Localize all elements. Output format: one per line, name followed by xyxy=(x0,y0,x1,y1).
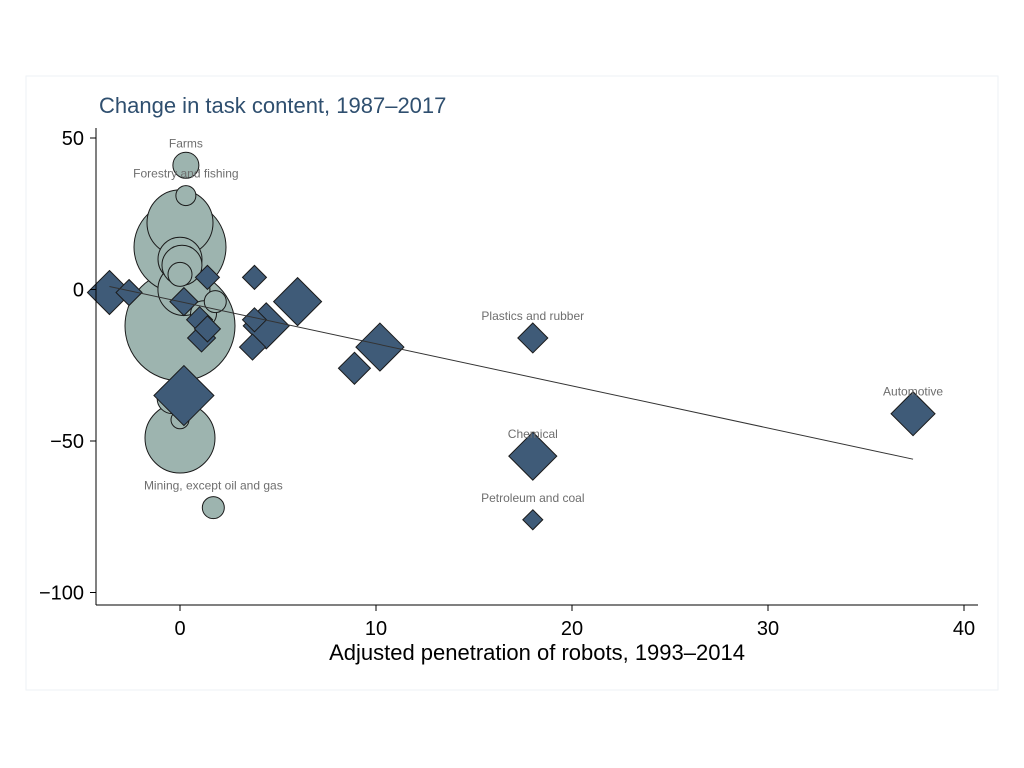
y-tick-label: 0 xyxy=(73,280,84,302)
point-label-plastics-and-rubber: Plastics and rubber xyxy=(481,309,584,323)
data-point-circle-0 xyxy=(172,151,200,179)
data-point-diamond-15 xyxy=(517,322,549,354)
point-label-mining-except-oil-and-gas: Mining, except oil and gas xyxy=(144,479,283,493)
point-label-farms: Farms xyxy=(169,136,203,150)
data-point-diamond-3 xyxy=(241,264,268,291)
series-diamonds xyxy=(86,264,936,531)
data-point-diamond-11 xyxy=(272,276,323,327)
point-labels: Farms Forestry and fishing Mining, except … xyxy=(133,136,943,505)
axes: 50 0 −50 −100 0 10 20 30 40 xyxy=(39,128,978,640)
point-label-automotive: Automotive xyxy=(883,385,943,399)
data-point-diamond-8 xyxy=(238,333,267,361)
data-point-circle-7 xyxy=(167,261,193,287)
data-point-diamond-13 xyxy=(355,322,405,372)
x-tick-label: 20 xyxy=(561,618,583,640)
point-label-chemical: Chemical xyxy=(508,427,558,441)
x-tick-label: 30 xyxy=(757,618,779,640)
data-point-diamond-12 xyxy=(337,351,372,385)
data-point-circle-1 xyxy=(175,185,197,207)
data-point-diamond-1 xyxy=(115,278,143,307)
plot-area: Farms Forestry and fishing Mining, except … xyxy=(86,136,943,531)
point-label-petroleum-and-coal: Petroleum and coal xyxy=(481,491,584,505)
data-point-diamond-18 xyxy=(890,391,936,437)
data-point-circle-2 xyxy=(201,496,225,520)
data-point-diamond-6 xyxy=(193,315,222,343)
data-point-diamond-14 xyxy=(153,364,215,427)
fitted-line xyxy=(109,285,914,460)
x-tick-label: 40 xyxy=(953,618,975,640)
data-point-diamond-17 xyxy=(522,509,544,531)
y-tick-label: −100 xyxy=(39,583,84,605)
x-tick-label: 0 xyxy=(174,618,185,640)
x-tick-label: 10 xyxy=(365,618,387,640)
chart-title: Change in task content, 1987–2017 xyxy=(99,93,446,118)
data-point-diamond-2 xyxy=(194,264,221,291)
y-tick-label: −50 xyxy=(50,431,84,453)
data-point-diamond-16 xyxy=(508,431,558,481)
point-label-forestry-and-fishing: Forestry and fishing xyxy=(133,167,238,181)
data-point-diamond-4 xyxy=(169,286,199,317)
data-point-circle-9 xyxy=(203,290,227,314)
y-tick-label: 50 xyxy=(62,128,84,150)
x-axis-label: Adjusted penetration of robots, 1993–201… xyxy=(329,640,745,665)
